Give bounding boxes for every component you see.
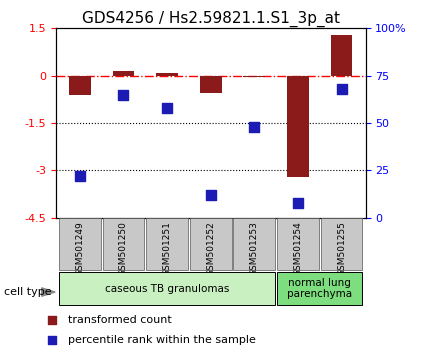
Text: GSM501250: GSM501250	[119, 222, 128, 276]
Text: GSM501253: GSM501253	[250, 222, 259, 276]
Bar	[69, 76, 91, 95]
Bar	[156, 73, 178, 76]
FancyBboxPatch shape	[233, 218, 275, 270]
Text: GSM501254: GSM501254	[293, 222, 302, 276]
Point	[315, 50, 322, 55]
Bar	[287, 76, 309, 177]
Bar	[243, 76, 265, 77]
Polygon shape	[42, 288, 55, 296]
Point	[120, 92, 127, 97]
FancyBboxPatch shape	[146, 218, 188, 270]
Text: GSM501255: GSM501255	[337, 222, 346, 276]
Point	[207, 192, 214, 198]
FancyBboxPatch shape	[103, 218, 144, 270]
Point	[338, 86, 345, 92]
Point	[164, 105, 171, 111]
Text: GSM501249: GSM501249	[75, 222, 84, 276]
Text: cell type: cell type	[4, 287, 52, 297]
Point	[251, 124, 258, 130]
Text: normal lung
parenchyma: normal lung parenchyma	[287, 278, 352, 299]
Text: percentile rank within the sample: percentile rank within the sample	[68, 335, 255, 345]
FancyBboxPatch shape	[321, 218, 362, 270]
FancyBboxPatch shape	[59, 272, 275, 305]
Point	[77, 173, 83, 179]
FancyBboxPatch shape	[277, 272, 362, 305]
FancyBboxPatch shape	[277, 218, 319, 270]
Bar	[113, 71, 135, 76]
FancyBboxPatch shape	[59, 218, 101, 270]
Point	[295, 200, 301, 205]
Text: GSM501251: GSM501251	[163, 222, 172, 276]
FancyBboxPatch shape	[190, 218, 232, 270]
Point	[315, 235, 322, 240]
Bar	[331, 35, 353, 76]
Title: GDS4256 / Hs2.59821.1.S1_3p_at: GDS4256 / Hs2.59821.1.S1_3p_at	[82, 11, 340, 27]
Text: GSM501252: GSM501252	[206, 222, 215, 276]
Text: transformed count: transformed count	[68, 315, 171, 325]
Text: caseous TB granulomas: caseous TB granulomas	[105, 284, 229, 293]
Bar	[200, 76, 221, 93]
